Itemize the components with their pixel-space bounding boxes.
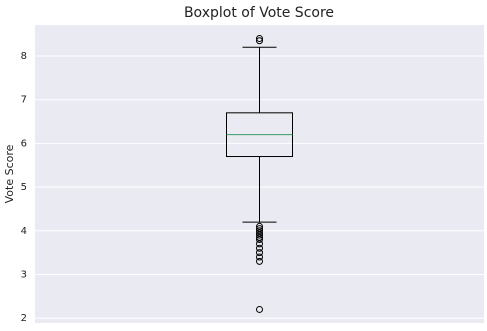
outlier — [256, 257, 263, 265]
y-tick-label: 3 — [21, 269, 27, 280]
outlier — [256, 244, 263, 252]
outlier — [256, 253, 263, 261]
outlier — [256, 249, 263, 257]
y-tick-label: 8 — [21, 51, 27, 62]
y-tick-label: 4 — [21, 226, 27, 237]
y-tick-label: 7 — [21, 95, 27, 106]
outlier — [256, 222, 263, 230]
outlier — [256, 240, 263, 248]
outlier — [256, 231, 263, 239]
outlier — [256, 305, 263, 313]
y-tick-label: 5 — [21, 182, 27, 193]
outlier — [256, 227, 263, 235]
outlier — [256, 233, 263, 241]
y-tick-label: 6 — [21, 138, 27, 149]
y-axis-label: Vote Score — [3, 144, 16, 203]
chart-title: Boxplot of Vote Score — [184, 5, 334, 21]
outlier — [256, 225, 263, 233]
outlier — [256, 229, 263, 237]
outlier — [256, 35, 263, 43]
outlier — [256, 37, 263, 45]
y-tick-label: 2 — [21, 313, 27, 324]
outlier — [256, 236, 263, 244]
